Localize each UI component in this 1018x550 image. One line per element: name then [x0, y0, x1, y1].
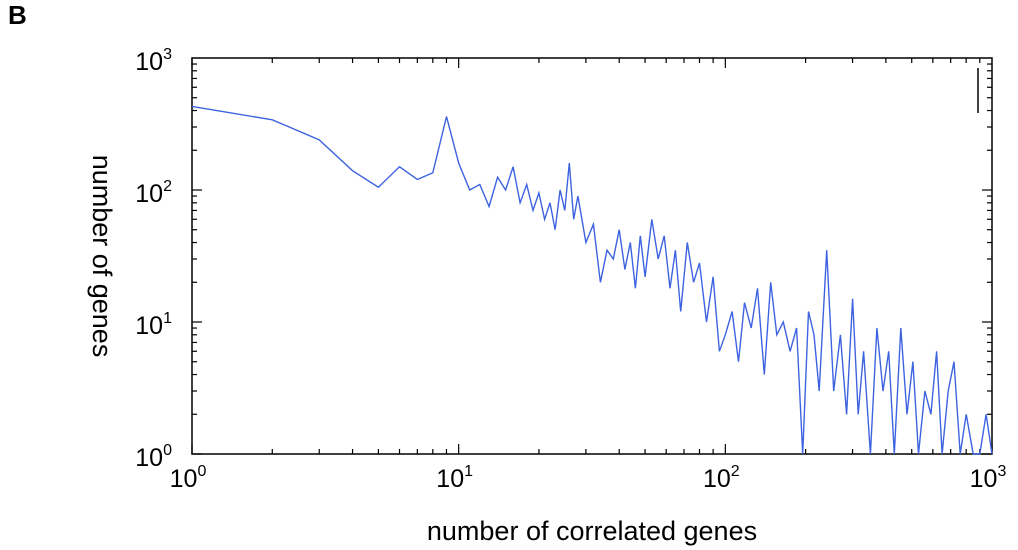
tick-label-base: 10 [436, 465, 464, 493]
tick-label-exponent: 2 [163, 178, 172, 195]
tick-label-exponent: 2 [731, 463, 740, 480]
tick-label-base: 10 [170, 465, 198, 493]
tick-label-base: 10 [135, 444, 163, 472]
x-tick-label: 103 [970, 463, 1007, 493]
tick-label-exponent: 0 [163, 442, 172, 459]
tick-marks [191, 58, 993, 455]
y-tick-label: 102 [135, 178, 172, 208]
tick-label-base: 10 [135, 48, 163, 76]
tick-label-exponent: 3 [997, 463, 1006, 480]
tick-label-exponent: 3 [163, 46, 172, 63]
y-tick-label: 100 [135, 442, 172, 472]
tick-label-base: 10 [970, 465, 998, 493]
tick-label-exponent: 1 [163, 310, 172, 327]
plot-area [191, 57, 993, 455]
tick-label-exponent: 0 [197, 463, 206, 480]
x-tick-label: 100 [170, 463, 207, 493]
tick-label-base: 10 [135, 312, 163, 340]
x-axis-label: number of correlated genes [427, 516, 757, 546]
y-axis-label: number of genes [87, 155, 117, 358]
tick-label-base: 10 [135, 180, 163, 208]
panel-label: B [8, 0, 27, 30]
y-tick-label: 103 [135, 46, 172, 76]
series-line [191, 105, 993, 455]
x-tick-label: 102 [703, 463, 740, 493]
tick-label-base: 10 [703, 465, 731, 493]
tick-label-exponent: 1 [464, 463, 473, 480]
x-tick-label: 101 [436, 463, 473, 493]
y-tick-label: 101 [135, 310, 172, 340]
